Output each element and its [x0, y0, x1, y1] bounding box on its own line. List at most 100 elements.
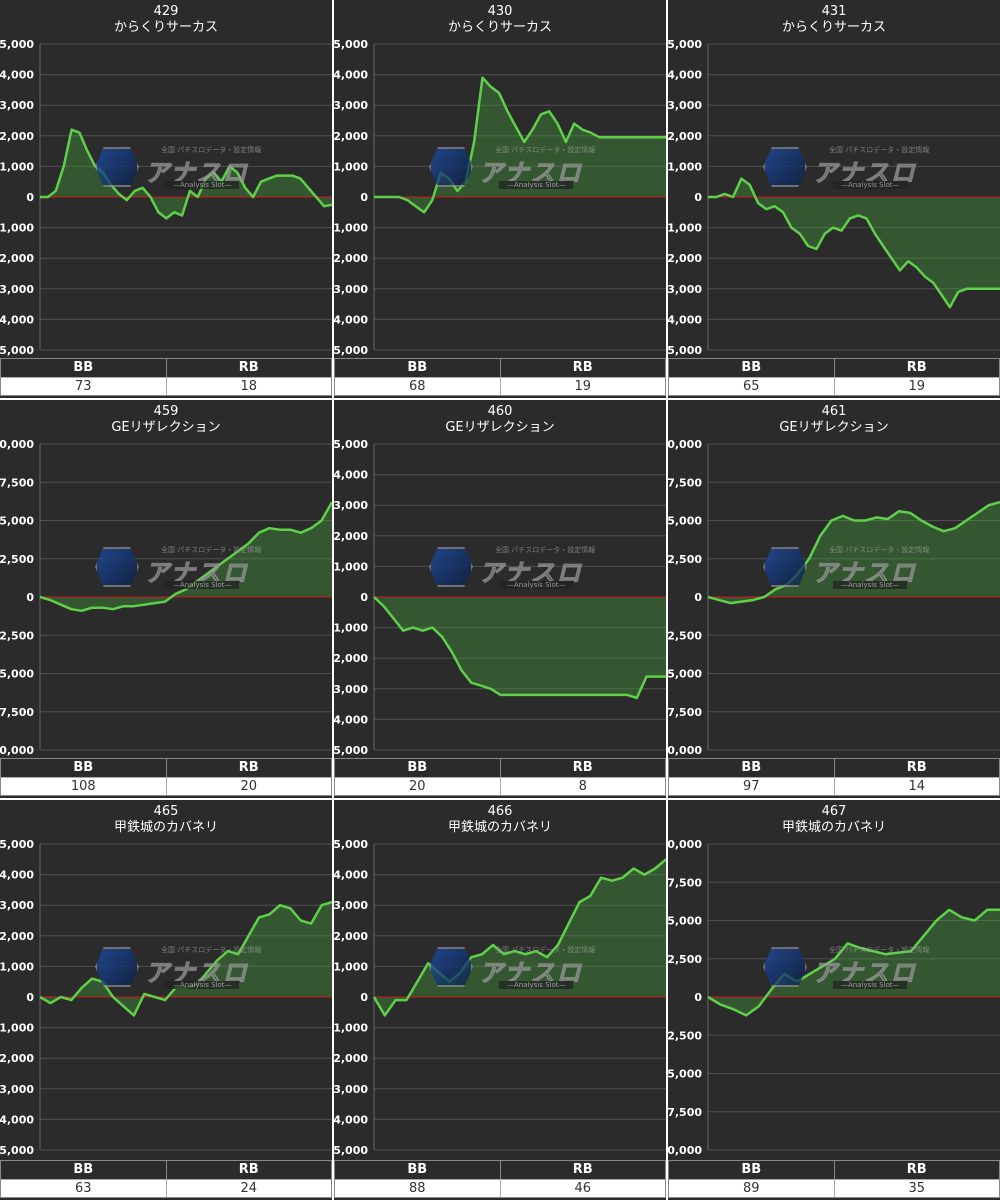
- y-tick-label: -2,000: [334, 652, 368, 665]
- rb-header: RB: [834, 1161, 999, 1179]
- profit-chart: 5,000 4,000 3,000 2,000 1,000 0 -1,000 -2,000 -3…: [334, 438, 666, 757]
- profit-line: [39, 501, 332, 613]
- y-tick-label: 2,500: [668, 553, 702, 566]
- y-tick-label: 5,000: [334, 438, 368, 451]
- bb-count: 68: [335, 377, 501, 395]
- profit-line: [40, 128, 332, 220]
- y-tick-label: 1,000: [0, 160, 34, 173]
- y-tick-label: -1,000: [334, 622, 368, 635]
- profit-line: [372, 858, 666, 1017]
- profit-area: [40, 902, 332, 1016]
- rb-count: 19: [834, 377, 999, 395]
- panel-title: 467 甲鉄城のカバネリ: [668, 804, 1000, 836]
- y-tick-label: 0: [360, 591, 368, 604]
- profit-chart: 10,000 7,500 5,000 2,500 0 -2,500 -5,000 -7,500…: [668, 438, 1000, 757]
- y-tick-label: 2,500: [0, 553, 34, 566]
- profit-area: [708, 502, 1000, 604]
- profit-area: [708, 178, 1000, 308]
- y-tick-label: 3,000: [334, 899, 368, 912]
- y-tick-label: -5,000: [668, 1068, 702, 1081]
- machine-number: 465: [153, 804, 179, 819]
- profit-area: [374, 859, 666, 1016]
- profit-line: [374, 76, 666, 214]
- y-tick-label: -7,500: [668, 706, 702, 719]
- machine-name: 甲鉄城のカバネリ: [781, 820, 886, 835]
- panel-title: 459 GEリザレクション: [0, 404, 332, 436]
- y-tick-label: 3,000: [668, 99, 702, 112]
- y-tick-label: 1,000: [334, 960, 368, 973]
- machine-panel[interactable]: 10,000 7,500 5,000 2,500 0 -2,500 -5,000 -7,500…: [668, 400, 1000, 798]
- y-tick-label: -5,000: [0, 344, 34, 357]
- machine-panel[interactable]: 5,000 4,000 3,000 2,000 1,000 0 -1,000 -2,000 -3…: [0, 800, 332, 1200]
- y-tick-label: 1,000: [668, 160, 702, 173]
- machine-number: 466: [487, 804, 513, 819]
- y-tick-label: 3,000: [0, 899, 34, 912]
- bonus-table: BB RB 97 14: [668, 758, 1000, 796]
- profit-chart: 5,000 4,000 3,000 2,000 1,000 0 -1,000 -2,000 -3…: [0, 838, 332, 1157]
- y-tick-label: -1,000: [334, 1022, 368, 1035]
- bonus-table: BB RB 63 24: [0, 1160, 332, 1198]
- machine-name: GEリザレクション: [111, 420, 221, 435]
- profit-line: [373, 596, 666, 700]
- y-tick-label: -3,000: [334, 1083, 368, 1096]
- y-tick-label: -5,000: [0, 1144, 34, 1157]
- machine-number: 431: [821, 4, 847, 19]
- machine-panel[interactable]: 5,000 4,000 3,000 2,000 1,000 0 -1,000 -2,000 -3…: [0, 0, 332, 398]
- y-tick-label: 3,000: [334, 99, 368, 112]
- rb-count: 14: [834, 777, 999, 795]
- profit-area: [40, 129, 332, 219]
- machine-name: からくりサーカス: [781, 20, 886, 35]
- y-tick-label: -3,000: [334, 683, 368, 696]
- y-tick-label: -10,000: [668, 744, 702, 757]
- panel-title: 460 GEリザレクション: [334, 404, 666, 436]
- y-tick-label: -2,500: [668, 629, 702, 642]
- machine-panel[interactable]: 5,000 4,000 3,000 2,000 1,000 0 -1,000 -2,000 -3…: [334, 400, 666, 798]
- bb-count: 89: [669, 1179, 835, 1197]
- profit-line: [707, 500, 1000, 605]
- bonus-table: BB RB 88 46: [334, 1160, 666, 1198]
- bb-count: 88: [335, 1179, 501, 1197]
- machine-panel[interactable]: 10,000 7,500 5,000 2,500 0 -2,500 -5,000 -7,500…: [0, 400, 332, 798]
- bb-count: 97: [669, 777, 835, 795]
- y-tick-label: 2,000: [0, 930, 34, 943]
- machine-panel[interactable]: 5,000 4,000 3,000 2,000 1,000 0 -1,000 -2,000 -3…: [668, 0, 1000, 398]
- y-tick-label: -1,000: [0, 222, 34, 235]
- rb-header: RB: [834, 359, 999, 377]
- panel-title: 461 GEリザレクション: [668, 404, 1000, 436]
- y-tick-label: 4,000: [334, 869, 368, 882]
- bb-header: BB: [669, 1161, 835, 1179]
- bb-count: 73: [1, 377, 167, 395]
- y-tick-label: -1,000: [668, 222, 702, 235]
- machine-name: GEリザレクション: [779, 420, 889, 435]
- y-tick-label: -4,000: [0, 313, 34, 326]
- y-tick-label: -2,000: [0, 252, 34, 265]
- machine-panel[interactable]: 10,000 7,500 5,000 2,500 0 -2,500 -5,000 -7,500…: [668, 800, 1000, 1200]
- bonus-table: BB RB 89 35: [668, 1160, 1000, 1198]
- rb-count: 24: [166, 1179, 331, 1197]
- y-tick-label: -5,000: [668, 668, 702, 681]
- panel-title: 431 からくりサーカス: [668, 4, 1000, 36]
- y-tick-label: -1,000: [0, 1022, 34, 1035]
- y-tick-label: -10,000: [0, 744, 34, 757]
- machine-panel[interactable]: 5,000 4,000 3,000 2,000 1,000 0 -1,000 -2,000 -3…: [334, 0, 666, 398]
- machine-name: からくりサーカス: [113, 20, 218, 35]
- y-tick-label: -4,000: [668, 313, 702, 326]
- profit-chart: 5,000 4,000 3,000 2,000 1,000 0 -1,000 -2,000 -3…: [334, 38, 666, 357]
- y-tick-label: -5,000: [334, 1144, 368, 1157]
- machine-panel[interactable]: 5,000 4,000 3,000 2,000 1,000 0 -1,000 -2,000 -3…: [334, 800, 666, 1200]
- bonus-table: BB RB 68 19: [334, 358, 666, 396]
- y-tick-label: -2,500: [668, 1029, 702, 1042]
- profit-area: [374, 597, 666, 698]
- y-tick-label: -5,000: [0, 668, 34, 681]
- y-tick-label: 1,000: [334, 160, 368, 173]
- rb-count: 35: [834, 1179, 999, 1197]
- profit-chart: 5,000 4,000 3,000 2,000 1,000 0 -1,000 -2,000 -3…: [0, 38, 332, 357]
- bonus-table: BB RB 65 19: [668, 358, 1000, 396]
- bb-header: BB: [1, 1161, 167, 1179]
- y-tick-label: 0: [694, 191, 702, 204]
- y-tick-label: -2,000: [334, 252, 368, 265]
- machine-number: 461: [821, 404, 847, 419]
- y-tick-label: 5,000: [0, 515, 34, 528]
- y-tick-label: -7,500: [668, 1106, 702, 1119]
- profit-line: [707, 908, 1000, 1017]
